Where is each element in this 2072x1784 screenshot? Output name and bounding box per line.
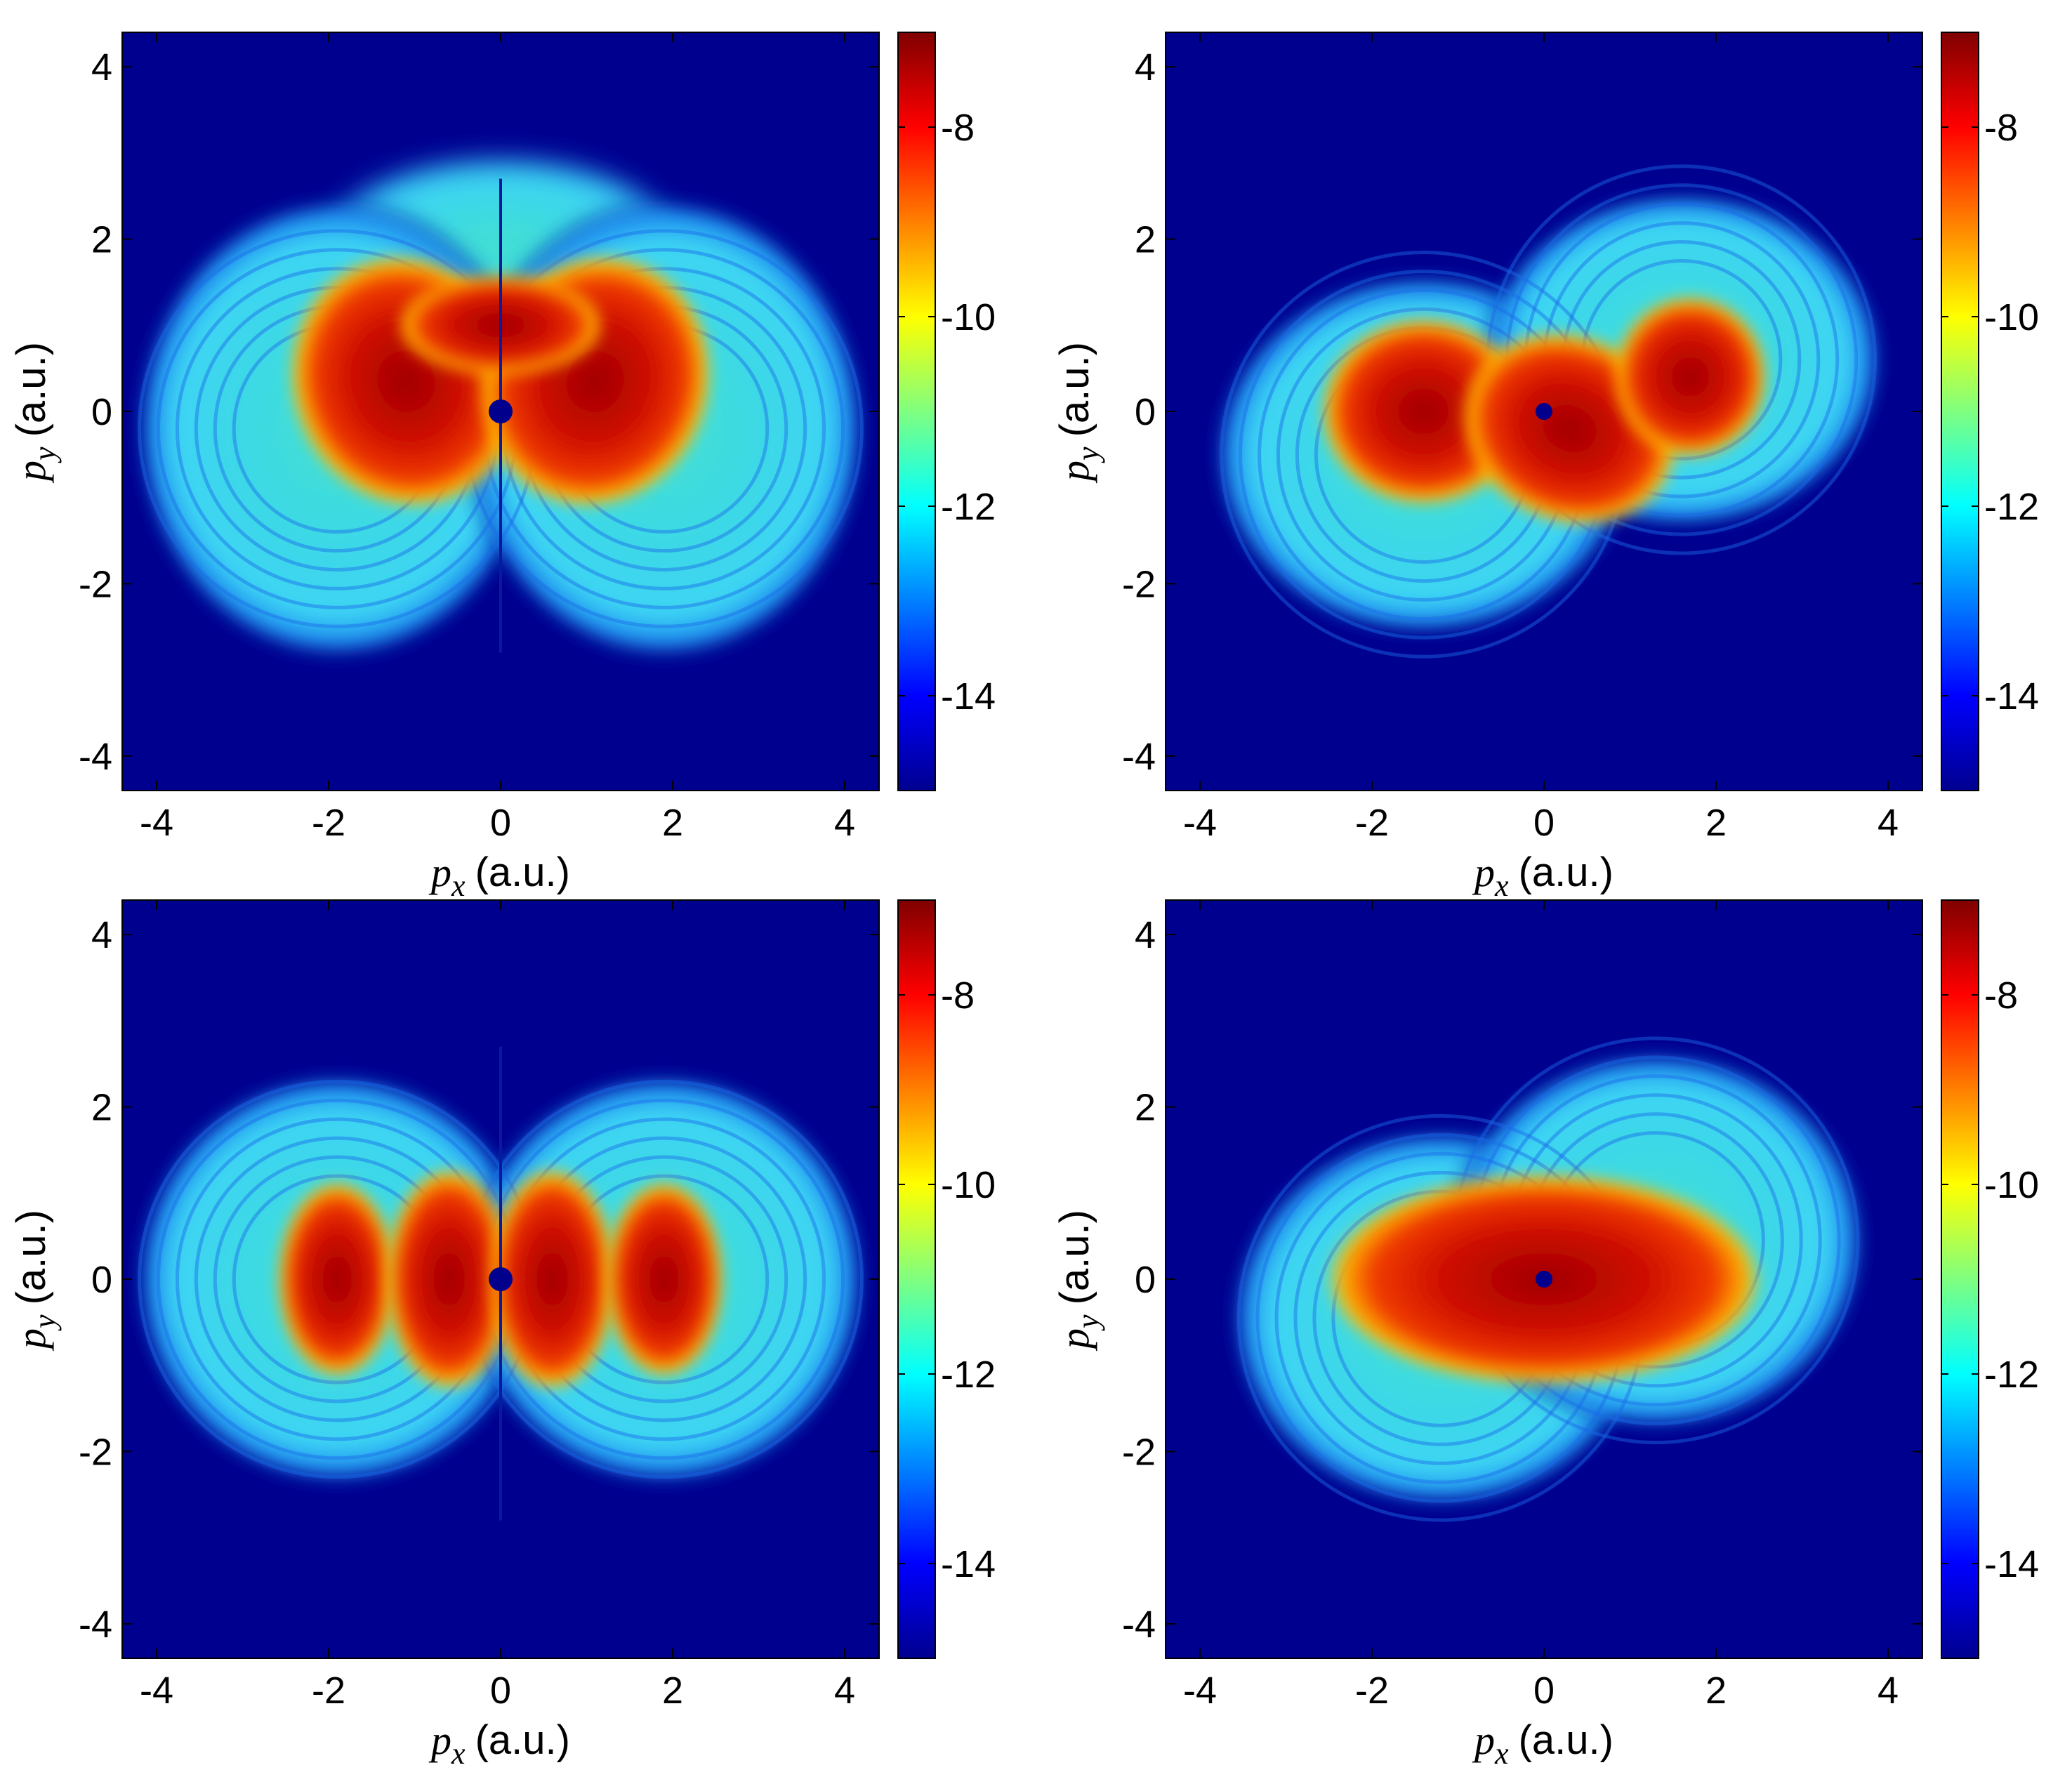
right-core-lobe: [1613, 295, 1768, 459]
y-tick-label: 2: [1135, 1087, 1156, 1129]
x-axis-label: px (a.u.): [1472, 1717, 1614, 1771]
x-tick-label: -4: [140, 1670, 173, 1712]
colorbar-tick-label: -10: [941, 1164, 996, 1206]
colorbar: [1941, 32, 1979, 791]
colorbar-tick-label: -12: [941, 1354, 996, 1396]
y-tick-label: 0: [91, 1259, 112, 1301]
x-tick-label: 4: [1878, 802, 1899, 844]
heatmap-area: [131, 153, 871, 666]
y-axis-label: py(a.u.): [1052, 1210, 1105, 1352]
y-axis-label: py(a.u.): [8, 342, 62, 484]
x-tick-label: 2: [1705, 1670, 1727, 1712]
x-axis-label: px (a.u.): [428, 850, 570, 903]
x-tick-label: 4: [834, 802, 855, 844]
x-tick-label: -4: [1183, 802, 1217, 844]
y-tick-label: 2: [91, 219, 112, 261]
x-axis-label: px (a.u.): [428, 1717, 570, 1771]
x-axis-label: px (a.u.): [1472, 850, 1614, 903]
y-tick-label: -2: [79, 563, 112, 605]
origin-marker: [489, 1267, 513, 1291]
y-tick-label: -2: [79, 1431, 112, 1473]
y-tick-label: 4: [1135, 914, 1156, 956]
panel-2: -4 -2 0 2 4 -4 -2 0 2 4 px (a.u.) py(a.u.) -8 -10 -12 -1…: [1052, 32, 2039, 903]
colorbar-tick-label: -8: [1984, 107, 2018, 149]
y-tick-label: 4: [91, 914, 112, 956]
panel-4: -4 -2 0 2 4 -4 -2 0 2 4 px (a.u.) py(a.u.) -8 -10 -12 -1…: [1052, 899, 2039, 1771]
x-tick-label: -2: [312, 1670, 345, 1712]
y-tick-label: -4: [1122, 1604, 1156, 1646]
x-tick-label: 2: [662, 1670, 683, 1712]
inner-right-core-lobe: [487, 1167, 617, 1392]
colorbar-tick-label: -14: [941, 675, 996, 718]
x-tick-label: 0: [490, 1670, 511, 1712]
colorbar-tick-label: -8: [941, 974, 975, 1017]
panel-3: -4 -2 0 2 4 -4 -2 0 2 4 px (a.u.) py(a.u.) -8 -10 -12 -1…: [8, 899, 996, 1771]
y-tick-label: 0: [1135, 391, 1156, 433]
colorbar-tick-label: -14: [1984, 675, 2039, 718]
y-tick-label: -2: [1122, 563, 1156, 605]
colorbar: [897, 899, 936, 1659]
x-tick-label: 2: [1705, 802, 1727, 844]
y-tick-label: -4: [79, 736, 112, 778]
y-tick-label: 2: [1135, 219, 1156, 261]
colorbar-tick-label: -12: [1984, 486, 2039, 528]
colorbar-tick-label: -14: [941, 1543, 996, 1585]
colorbar-tick-label: -10: [1984, 1164, 2039, 1206]
colorbar-tick-label: -10: [1984, 296, 2039, 338]
x-tick-label: -4: [1183, 1670, 1217, 1712]
y-tick-label: 4: [1135, 46, 1156, 88]
colorbar-tick-label: -12: [941, 486, 996, 528]
colorbar: [1941, 899, 1979, 1659]
heatmap-area: [1225, 1036, 1871, 1522]
colorbar: [897, 32, 936, 791]
origin-marker: [1536, 1271, 1552, 1288]
x-tick-label: -4: [140, 802, 173, 844]
inner-left-core-lobe: [384, 1167, 514, 1392]
y-tick-label: 2: [91, 1087, 112, 1129]
origin-marker: [489, 399, 513, 423]
heatmap-area: [131, 1046, 871, 1521]
colorbar-tick-label: -8: [1984, 974, 2018, 1017]
colorbar-tick-label: -10: [941, 296, 996, 338]
x-tick-label: -2: [312, 802, 345, 844]
x-tick-label: 4: [834, 1670, 855, 1712]
heatmap-area: [1208, 164, 1888, 659]
y-tick-label: 0: [1135, 1259, 1156, 1301]
y-tick-label: -4: [79, 1604, 112, 1646]
y-axis-label: py(a.u.): [8, 1210, 62, 1352]
outer-right-core-lobe: [604, 1180, 725, 1378]
outer-left-core-lobe: [277, 1180, 397, 1378]
colorbar-tick-label: -14: [1984, 1543, 2039, 1585]
x-tick-label: -2: [1355, 1670, 1389, 1712]
x-tick-label: -2: [1355, 802, 1389, 844]
y-axis-label: py(a.u.): [1052, 342, 1105, 484]
colorbar-tick-label: -12: [1984, 1354, 2039, 1396]
y-tick-label: -4: [1122, 736, 1156, 778]
panel-1: -4 -2 0 2 4 -4 -2 0 2 4 px (a.u.) py(a.u.) -8 -10 -12 -1…: [8, 32, 996, 903]
colorbar-tick-label: -8: [941, 107, 975, 149]
y-tick-label: 0: [91, 391, 112, 433]
y-tick-label: 4: [91, 46, 112, 88]
y-tick-label: -2: [1122, 1431, 1156, 1473]
x-tick-label: 0: [1533, 802, 1555, 844]
x-tick-label: 0: [490, 802, 511, 844]
x-tick-label: 2: [662, 802, 683, 844]
x-tick-label: 0: [1533, 1670, 1555, 1712]
origin-marker: [1536, 403, 1552, 420]
x-tick-label: 4: [1878, 1670, 1899, 1712]
